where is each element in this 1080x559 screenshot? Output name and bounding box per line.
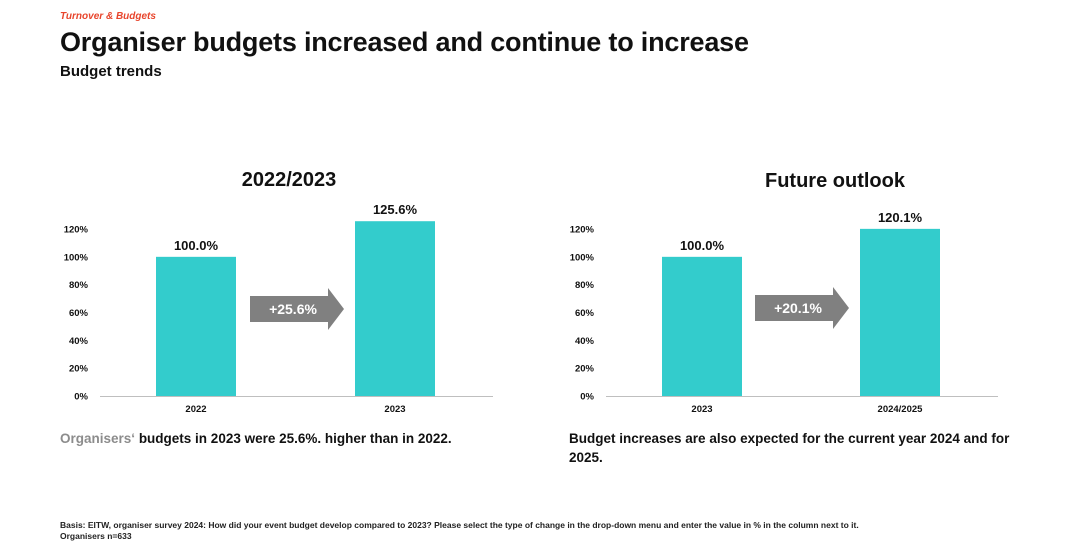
bar <box>355 221 435 396</box>
x-tick-label: 2024/2025 <box>878 404 924 415</box>
bar-value-label: 125.6% <box>373 202 418 217</box>
chart-1: 0% 20% 40% 60% 80% 100% 120% 100.0% 2022 125.6% 20… <box>64 202 493 415</box>
y-tick-label: 20% <box>69 364 89 375</box>
footnote: Basis: EITW, organiser survey 2024: How … <box>60 520 859 542</box>
footnote-sample: Organisers n=633 <box>60 531 132 541</box>
bar <box>662 256 742 396</box>
growth-arrow-icon <box>755 287 849 329</box>
x-tick-label: 2023 <box>384 404 405 415</box>
section-kicker: Turnover & Budgets <box>60 11 156 22</box>
y-tick-label: 0% <box>74 392 88 403</box>
y-tick-label: 120% <box>64 225 89 236</box>
y-tick-label: 60% <box>69 308 89 319</box>
y-tick-label: 100% <box>64 252 89 263</box>
chart-1-caption-text: budgets in 2023 were 25.6%. higher than … <box>138 431 452 446</box>
bar-value-label: 100.0% <box>174 238 219 253</box>
bar-value-label: 100.0% <box>680 238 725 253</box>
chart-2: 0% 20% 40% 60% 80% 100% 120% 100.0% 2023 120.1% 20… <box>570 210 998 415</box>
y-tick-label: 0% <box>580 392 594 403</box>
y-tick-label: 100% <box>570 252 595 263</box>
y-tick-label: 60% <box>575 308 595 319</box>
footnote-basis: Basis: EITW, organiser survey 2024: How … <box>60 520 859 530</box>
y-tick-label: 40% <box>575 336 595 347</box>
y-tick-label: 80% <box>575 280 595 291</box>
y-tick-label: 80% <box>69 280 89 291</box>
x-tick-label: 2022 <box>185 404 206 415</box>
x-tick-label: 2023 <box>691 404 712 415</box>
growth-arrow-icon <box>250 288 344 330</box>
page-title: Organiser budgets increased and continue… <box>60 27 749 57</box>
growth-arrow-label: +25.6% <box>269 301 317 317</box>
chart-1-caption-lead: Organisers‘ <box>60 431 136 446</box>
y-tick-label: 120% <box>570 225 595 236</box>
growth-arrow-label: +20.1% <box>774 300 822 316</box>
y-tick-label: 20% <box>575 364 595 375</box>
page-subtitle: Budget trends <box>60 63 162 80</box>
y-tick-label: 40% <box>69 336 89 347</box>
chart-2-title: Future outlook <box>765 170 905 192</box>
bar-value-label: 120.1% <box>878 210 923 225</box>
chart-1-title: 2022/2023 <box>241 169 337 191</box>
chart-1-caption: Organisers‘ budgets in 2023 were 25.6%. … <box>60 429 530 448</box>
bar <box>156 256 236 396</box>
bar <box>860 228 940 396</box>
chart-2-caption: Budget increases are also expected for t… <box>569 431 1010 465</box>
